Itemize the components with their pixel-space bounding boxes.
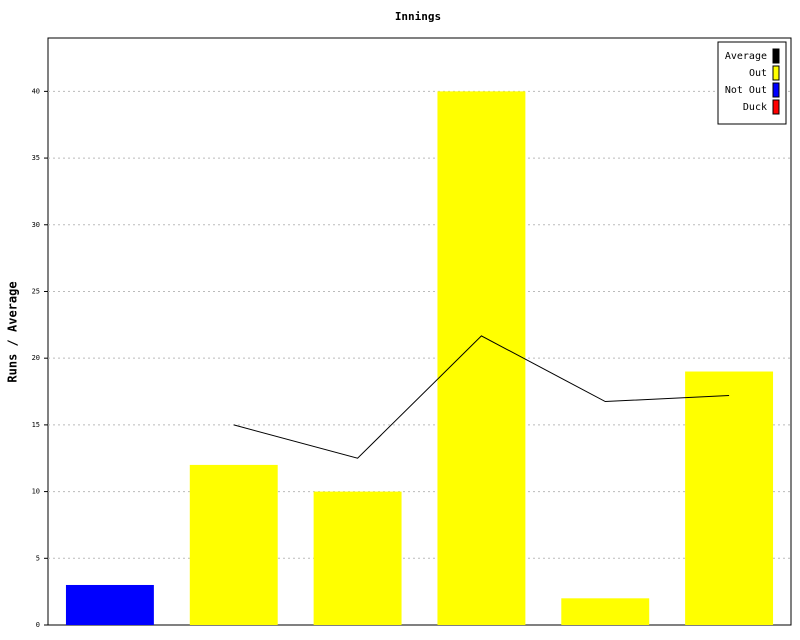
bar (685, 371, 774, 625)
y-tick-label: 5 (36, 554, 40, 562)
bar (189, 464, 278, 625)
bar (65, 584, 154, 625)
legend-label: Out (749, 68, 767, 79)
bar (313, 491, 402, 625)
legend-swatch (772, 99, 780, 115)
y-tick-label: 10 (32, 488, 40, 496)
bar (561, 598, 650, 625)
y-tick-label: 25 (32, 287, 40, 295)
legend-swatch (772, 48, 780, 64)
y-tick-label: 0 (36, 621, 40, 629)
legend-label: Not Out (725, 85, 767, 96)
average-line (233, 335, 730, 459)
y-tick-label: 35 (32, 154, 40, 162)
legend-swatch (772, 82, 780, 98)
legend-label: Average (725, 51, 767, 62)
y-axis-label: Runs / Average (6, 281, 20, 382)
y-tick-label: 20 (32, 354, 40, 362)
y-tick-label: 15 (32, 421, 40, 429)
y-tick-label: 40 (32, 87, 40, 95)
plot-frame (47, 37, 792, 626)
y-tick-label: 30 (32, 221, 40, 229)
legend-swatch (772, 65, 780, 81)
legend-label: Duck (743, 102, 767, 113)
bar (437, 91, 526, 625)
chart-title: Innings (395, 10, 441, 23)
